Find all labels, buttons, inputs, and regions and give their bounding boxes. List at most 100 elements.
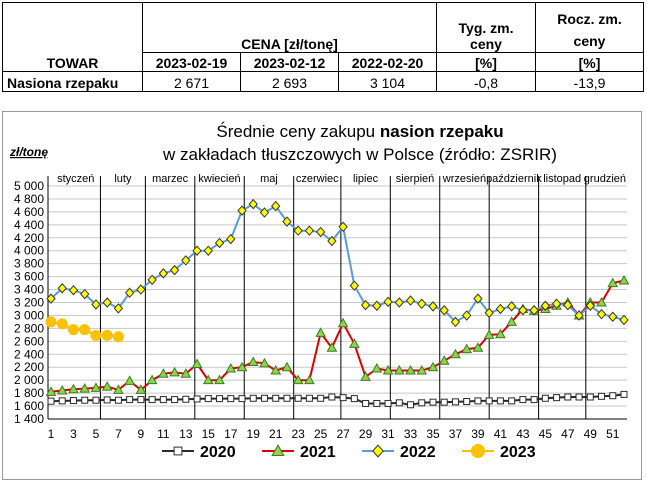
x-tick-label: 7 — [115, 427, 122, 441]
data-point-2020 — [126, 396, 134, 404]
header-yearly-line1: Rocz. zm. — [557, 11, 622, 27]
legend-marker-2022 — [372, 444, 384, 458]
data-point-2021 — [427, 361, 439, 372]
data-point-2020 — [598, 392, 606, 400]
data-point-2021 — [79, 383, 91, 393]
x-tick-label: 15 — [202, 427, 216, 441]
data-point-2021 — [202, 374, 214, 385]
data-point-2021 — [281, 361, 293, 372]
data-point-2020 — [553, 394, 561, 402]
data-point-2022 — [619, 314, 629, 326]
data-point-2020 — [69, 397, 77, 405]
data-point-2022 — [495, 303, 506, 315]
data-point-2022 — [428, 301, 438, 312]
data-point-2021 — [371, 362, 383, 373]
data-point-2021 — [247, 356, 259, 367]
y-tick-label: 4 400 — [14, 218, 44, 232]
data-point-2022 — [169, 264, 180, 276]
data-point-2022 — [214, 237, 225, 249]
data-point-2021 — [236, 361, 248, 372]
data-point-2021 — [315, 327, 327, 337]
data-point-2020 — [103, 396, 111, 404]
x-tick-label: 1 — [48, 427, 55, 441]
legend-marker-2023 — [471, 444, 485, 458]
data-point-2021 — [483, 329, 495, 339]
data-point-2022 — [293, 225, 303, 236]
x-tick-label: 45 — [539, 427, 553, 441]
date-2: 2023-02-12 — [240, 52, 339, 72]
data-point-2023 — [101, 329, 113, 341]
data-point-2022 — [147, 274, 157, 286]
table-header-row: TOWAR CENA [zł/tonę] Tyg. zm. ceny Rocz.… — [2, 2, 644, 72]
data-point-2021 — [292, 374, 304, 385]
x-tick-label: 9 — [138, 427, 145, 441]
series-line-2021 — [50, 279, 625, 393]
data-point-2020 — [339, 394, 347, 402]
legend-label: 2023 — [500, 444, 536, 461]
data-point-2021 — [438, 355, 450, 365]
data-point-2021 — [214, 374, 225, 385]
data-point-2023 — [112, 331, 124, 343]
month-label: grudzień — [584, 173, 626, 185]
month-label: listopad — [543, 173, 581, 185]
data-point-2021 — [113, 384, 124, 394]
data-point-2020 — [373, 399, 381, 407]
y-tick-label: 1 600 — [14, 399, 44, 413]
data-point-2021 — [270, 364, 282, 375]
y-tick-label: 2 600 — [14, 334, 44, 348]
price-2: 2 693 — [240, 71, 339, 92]
date-1: 2023-02-19 — [142, 52, 241, 72]
y-tick-label: 3 200 — [14, 296, 44, 310]
x-tick-label: 21 — [269, 427, 283, 441]
price-3: 3 104 — [338, 71, 437, 92]
data-point-2021 — [393, 364, 405, 375]
y-tick-label: 4 000 — [14, 244, 44, 258]
data-point-2022 — [462, 310, 472, 321]
data-point-2022 — [383, 296, 393, 308]
month-label: maj — [260, 173, 278, 185]
y-tick-label: 3 400 — [14, 283, 44, 297]
legend-label: 2020 — [200, 444, 236, 461]
data-point-2020 — [451, 398, 459, 406]
product-name: Nasiona rzepaku — [2, 71, 143, 92]
data-point-2021 — [360, 371, 371, 381]
data-point-2020 — [463, 398, 471, 406]
x-tick-label: 3 — [70, 427, 77, 441]
header-yearly-line2: ceny — [573, 33, 606, 49]
y-tick-label: 1 400 — [14, 412, 44, 426]
data-point-2022 — [417, 298, 427, 310]
data-point-2022 — [46, 293, 56, 304]
x-tick-label: 19 — [247, 427, 261, 441]
data-point-2020 — [496, 397, 504, 405]
data-point-2021 — [135, 384, 147, 394]
y-tick-label: 3 800 — [14, 257, 44, 271]
month-label: kwiecień — [198, 173, 240, 185]
data-point-2021 — [607, 277, 619, 288]
data-point-2020 — [58, 397, 66, 405]
data-point-2020 — [508, 397, 516, 405]
table-row: Nasiona rzepaku 2 671 2 693 3 104 -0,8 -… — [2, 71, 644, 92]
y-tick-label: 4 200 — [14, 231, 44, 245]
data-point-2022 — [551, 298, 562, 310]
data-point-2021 — [495, 328, 506, 339]
data-point-2020 — [395, 399, 403, 407]
data-point-2022 — [226, 233, 236, 245]
data-point-2022 — [68, 284, 79, 296]
data-point-2020 — [159, 396, 167, 404]
data-point-2020 — [317, 394, 325, 402]
series-line-2020 — [50, 393, 625, 406]
x-tick-label: 35 — [426, 427, 440, 441]
data-point-2022 — [113, 303, 124, 314]
data-point-2021 — [180, 368, 192, 378]
data-point-2022 — [259, 207, 270, 218]
data-point-2020 — [204, 395, 212, 403]
data-point-2020 — [182, 395, 190, 403]
date-3: 2022-02-20 — [338, 52, 437, 72]
legend-label: 2021 — [300, 444, 336, 461]
x-tick-label: 43 — [516, 427, 530, 441]
data-point-2022 — [315, 226, 326, 238]
data-point-2021 — [450, 348, 461, 359]
data-point-2020 — [519, 396, 527, 404]
data-point-2022 — [360, 299, 371, 311]
